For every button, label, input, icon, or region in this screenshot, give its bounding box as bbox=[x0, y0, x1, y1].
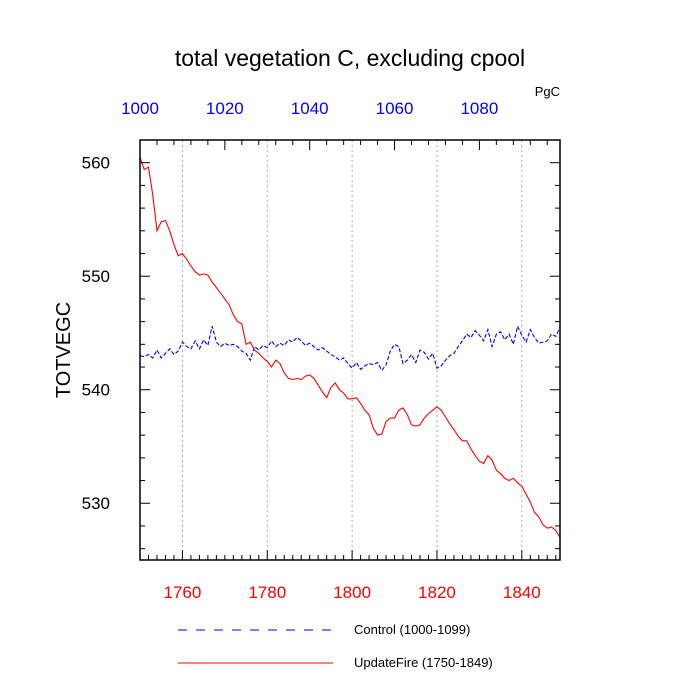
y-axis-label: TOTVEGC bbox=[53, 302, 75, 398]
series-line-control bbox=[139, 324, 561, 372]
x-bottom-tick-label-1800: 1800 bbox=[333, 583, 371, 602]
chart-title: total vegetation C, excluding cpool bbox=[175, 45, 525, 71]
x-bottom-tick-label-1760: 1760 bbox=[164, 583, 202, 602]
legend-label-1: Control (1000-1099) bbox=[354, 622, 470, 637]
y-tick-label-530: 530 bbox=[82, 494, 110, 513]
series-layer bbox=[139, 156, 561, 538]
x-top-tick-label-1040: 1040 bbox=[291, 99, 329, 118]
plot-frame bbox=[139, 139, 561, 561]
x-top-tick-label-1060: 1060 bbox=[376, 99, 414, 118]
axis-ticks bbox=[139, 139, 560, 560]
legend-label-2: UpdateFire (1750-1849) bbox=[354, 655, 493, 670]
x-bottom-tick-label-1820: 1820 bbox=[418, 583, 456, 602]
gridlines bbox=[182, 140, 523, 560]
x-bottom-tick-label-1840: 1840 bbox=[503, 583, 541, 602]
legend: Control (1000-1099) UpdateFire (1750-1849… bbox=[178, 622, 493, 670]
series-line-updatefire bbox=[139, 156, 561, 538]
x-top-tick-label-1000: 1000 bbox=[121, 99, 159, 118]
tick-labels: 1760 1780 1800 1820 1840 1000 1020 1040 1060 1080… bbox=[82, 99, 541, 602]
x-bottom-tick-label-1780: 1780 bbox=[248, 583, 286, 602]
units-label: PgC bbox=[535, 84, 560, 99]
x-top-tick-label-1080: 1080 bbox=[460, 99, 498, 118]
y-tick-label-560: 560 bbox=[82, 154, 110, 173]
y-tick-label-550: 550 bbox=[82, 267, 110, 286]
x-top-tick-label-1020: 1020 bbox=[206, 99, 244, 118]
y-tick-label-540: 540 bbox=[82, 381, 110, 400]
